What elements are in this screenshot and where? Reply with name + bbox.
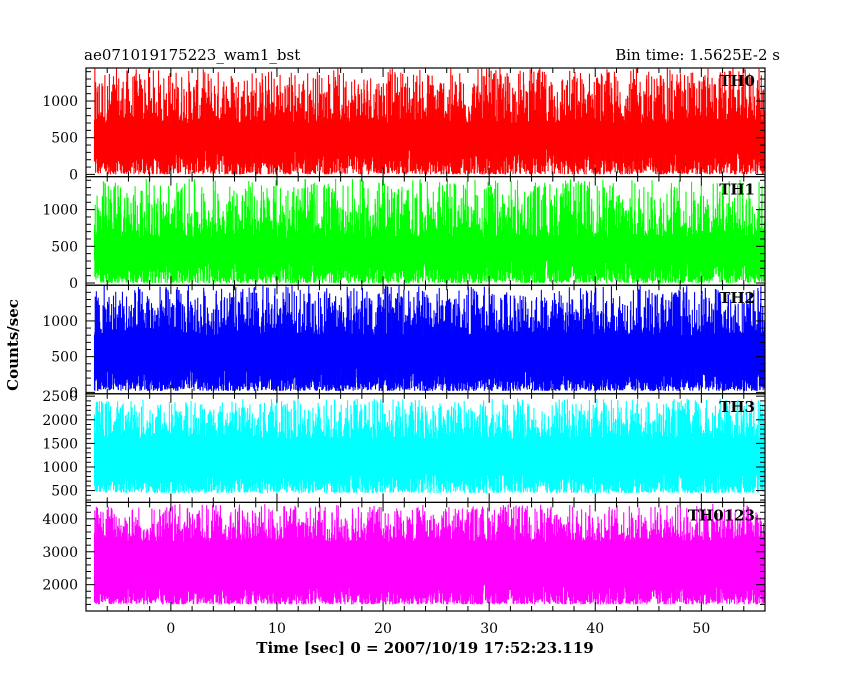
- x-tick-label: 30: [480, 621, 498, 637]
- panel-name-label: TH0: [719, 72, 755, 90]
- panel-th0: 0 500 1000 TH0: [42, 67, 766, 183]
- x-tick-label: 0: [166, 621, 175, 637]
- panel-name-label: TH3: [719, 398, 755, 416]
- x-tick-label: 10: [268, 621, 286, 637]
- y-tick-label: 0: [69, 167, 78, 183]
- panel-name-label: TH0123: [688, 506, 755, 524]
- x-tick-label: 20: [374, 621, 392, 637]
- y-tick-label: 500: [51, 131, 78, 147]
- panels-group: 05001000TH005001000TH105001000TH25001000…: [42, 67, 766, 637]
- y-axis-label: Counts/sec: [4, 299, 22, 391]
- y-tick-label: 2500: [42, 389, 78, 405]
- series-th1: [93, 178, 765, 283]
- y-tick-label: 0: [69, 276, 78, 292]
- series-th0123: [93, 504, 765, 605]
- chart-title-right: Bin time: 1.5625E-2 s: [615, 46, 780, 64]
- y-tick-label: 2000: [42, 413, 78, 429]
- panel-name-label: TH2: [719, 289, 755, 307]
- panel-th1: 0 500 1000 TH1: [42, 176, 766, 292]
- x-tick-label: 50: [692, 621, 710, 637]
- y-tick-label: 1500: [42, 436, 78, 452]
- panel-name-label: TH1: [719, 181, 755, 199]
- y-tick-label: 1000: [42, 460, 78, 476]
- y-tick-label: 2000: [42, 578, 78, 594]
- series-th3: [93, 398, 765, 493]
- panel-th3: 500 1000 1500 2000 2500 TH3: [42, 389, 766, 503]
- y-tick-label: 4000: [42, 512, 78, 528]
- y-tick-label: 500: [51, 484, 78, 500]
- y-tick-label: 1000: [42, 94, 78, 110]
- x-axis-label: Time [sec] 0 = 2007/10/19 17:52:23.119: [256, 639, 593, 657]
- series-th2: [93, 285, 765, 391]
- y-tick-label: 500: [51, 239, 78, 255]
- y-tick-label: 0: [69, 385, 78, 401]
- y-tick-label: 500: [51, 350, 78, 366]
- y-tick-label: 1000: [42, 203, 78, 219]
- y-tick-label: 1000: [42, 314, 78, 330]
- y-tick-label: 3000: [42, 545, 78, 561]
- panel-th0123: 2000 3000 4000 TH0123: [42, 501, 766, 612]
- chart-title-left: ae071019175223_wam1_bst: [84, 46, 300, 64]
- series-th0: [93, 68, 765, 175]
- x-tick-label: 40: [586, 621, 604, 637]
- panel-th2: 0 500 1000 TH2: [42, 284, 766, 401]
